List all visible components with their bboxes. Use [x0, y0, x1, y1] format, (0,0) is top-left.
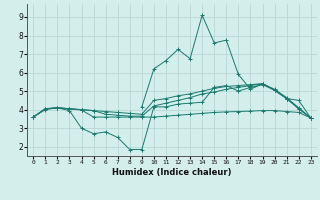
X-axis label: Humidex (Indice chaleur): Humidex (Indice chaleur) — [112, 168, 232, 177]
